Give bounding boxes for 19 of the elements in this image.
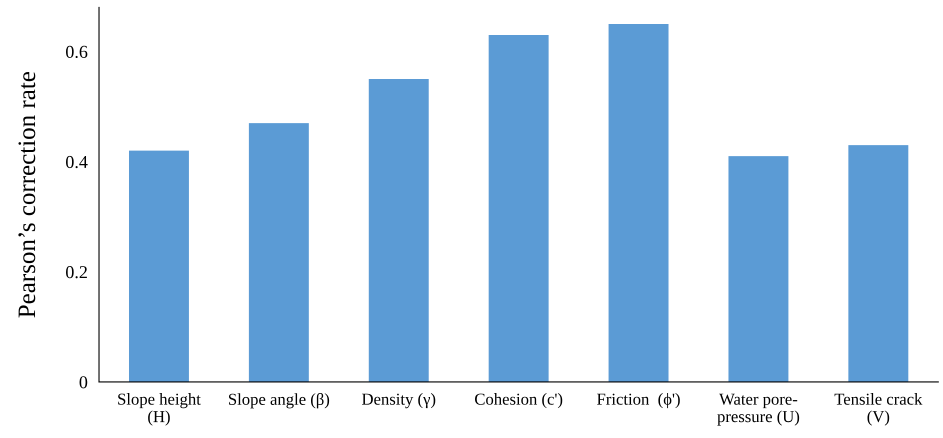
y-tick-label: 0 <box>80 376 88 388</box>
x-tick-label: Slope height (H) <box>118 393 201 426</box>
bar <box>728 156 788 382</box>
bar <box>128 150 189 382</box>
y-tick-label: 0.4 <box>66 156 88 168</box>
y-tick-label: 0.2 <box>66 266 87 278</box>
bar <box>488 34 549 382</box>
bar <box>848 145 908 382</box>
x-tick-label: Water pore- pressure (U) <box>717 394 800 426</box>
x-tick-label: Density (γ) <box>362 393 436 408</box>
x-tick-label: Friction (ϕ') <box>597 393 680 408</box>
x-tick-label: Slope angle (β) <box>228 393 330 408</box>
x-tick-label: Tensile crack (V) <box>834 393 922 426</box>
bar <box>608 24 669 382</box>
y-tick-label: 0.6 <box>66 46 88 58</box>
bar <box>248 123 309 382</box>
x-tick-label: Cohesion (c') <box>475 393 562 408</box>
bar <box>368 79 429 382</box>
y-axis-title: Pearson’s correction rate <box>18 72 36 318</box>
